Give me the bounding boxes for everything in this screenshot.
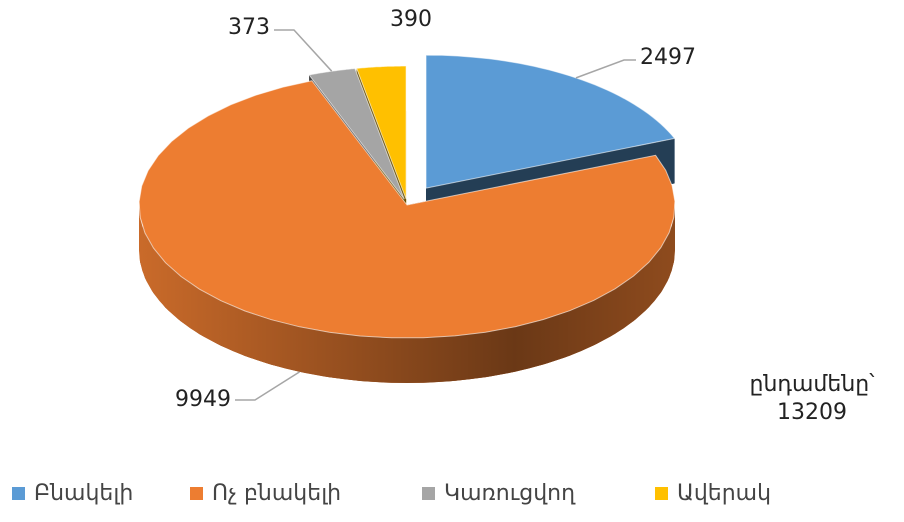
legend-label: Կառուցվող <box>444 481 576 506</box>
data-label: 2497 <box>640 45 696 70</box>
slice <box>425 54 676 189</box>
labels: 2497 9949 373 390 <box>175 7 696 412</box>
slice <box>138 80 676 339</box>
leader-line <box>274 29 333 72</box>
legend-swatch <box>190 487 203 500</box>
total-label: ընդամենը՝ <box>750 372 876 397</box>
legend-label: Բնակելի <box>34 481 133 506</box>
legend-swatch <box>422 487 435 500</box>
legend-swatch <box>655 487 668 500</box>
slice <box>355 65 407 200</box>
legend: Բնակելի Ոչ բնակելի Կառուցվող Ավերակ <box>12 481 771 506</box>
data-label: 390 <box>390 7 432 32</box>
leader-line <box>235 371 300 401</box>
legend-label: Ավերակ <box>677 481 771 506</box>
slice-side-shade <box>139 205 675 383</box>
data-label: 9949 <box>175 387 231 412</box>
leader-line <box>575 59 636 79</box>
data-label: 373 <box>228 15 270 40</box>
total-value: 13209 <box>777 400 847 425</box>
pie <box>138 54 676 383</box>
legend-swatch <box>12 487 25 500</box>
legend-label: Ոչ բնակելի <box>212 481 341 506</box>
